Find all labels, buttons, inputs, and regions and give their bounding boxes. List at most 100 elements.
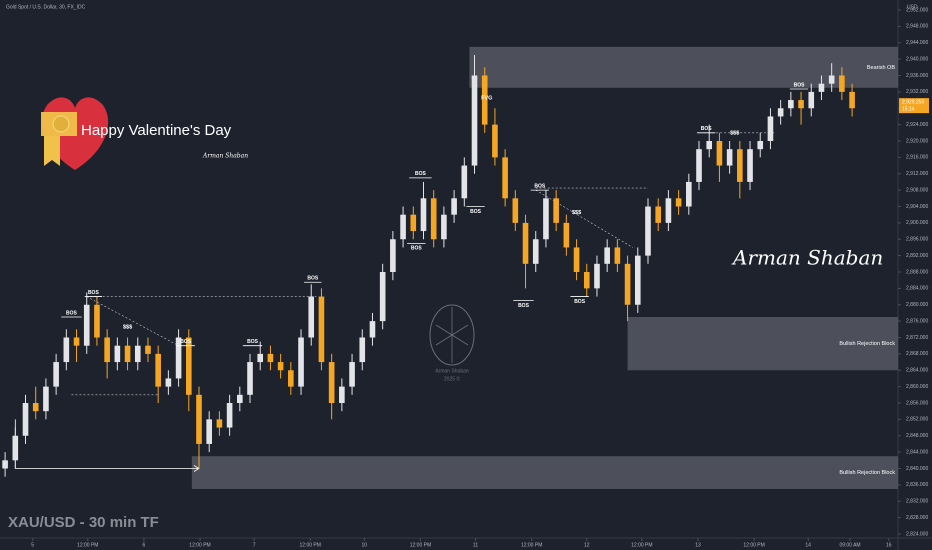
x-tick-label: 14 — [805, 542, 811, 548]
candle-body — [777, 108, 784, 117]
y-tick-label: 2,932.000 — [906, 89, 928, 95]
y-tick-label: 2,920.000 — [906, 138, 928, 144]
bos-label: BOS — [794, 82, 806, 88]
y-tick-label: 2,924.000 — [906, 122, 928, 128]
x-tick-label: 10 — [362, 542, 368, 548]
candle-body — [512, 198, 519, 223]
candle-body — [155, 353, 161, 387]
candle-body — [706, 141, 713, 150]
candle-body — [430, 198, 437, 240]
candle-body — [114, 345, 121, 363]
y-tick-label: 2,824.000 — [906, 531, 928, 537]
candle-body — [634, 255, 641, 305]
x-tick-label: 13 — [695, 542, 701, 548]
countdown-label: 15:14 — [902, 106, 915, 112]
bos-label: BOS — [470, 209, 482, 215]
candle-body — [2, 460, 8, 469]
x-tick-label: 12:00 PM — [410, 542, 431, 548]
x-tick-label: 11 — [473, 542, 478, 548]
heart-icon — [41, 97, 109, 170]
candle-body — [686, 181, 692, 207]
candle-body — [788, 100, 794, 109]
x-tick-label: 12:00 PM — [77, 542, 98, 548]
y-tick-label: 2,948.000 — [906, 24, 928, 30]
bos-label: BOS — [574, 299, 586, 305]
candle-body — [614, 247, 621, 264]
x-tick-label: 12:00 PM — [521, 542, 542, 548]
candle-body — [655, 206, 661, 223]
candle-body — [63, 337, 70, 363]
y-tick-label: 2,864.000 — [906, 368, 928, 374]
candle-body — [124, 345, 131, 363]
y-tick-label: 2,904.000 — [906, 204, 928, 210]
y-tick-label: 2,856.000 — [906, 400, 928, 406]
candle-body — [563, 222, 570, 248]
candle-body — [53, 362, 59, 387]
candle-body — [481, 75, 488, 125]
candle-body — [379, 272, 386, 322]
candle-body — [328, 362, 335, 403]
annotation-label: $$$ — [730, 130, 739, 136]
candle-body — [747, 149, 753, 182]
dashed-line — [86, 296, 179, 346]
candle-body — [339, 386, 345, 403]
bos-label: BOS — [411, 246, 423, 252]
annotation-label: FVG — [481, 95, 492, 101]
zone — [469, 46, 898, 88]
last-price-label: 2,929.250 — [902, 99, 924, 105]
y-tick-label: 2,944.000 — [906, 40, 928, 46]
bos-label: BOS — [88, 290, 100, 296]
candle-body — [257, 353, 264, 363]
y-tick-label: 2,872.000 — [906, 335, 928, 341]
candle-body — [665, 198, 672, 223]
y-tick-label: 2,828.000 — [906, 515, 928, 521]
candle-body — [737, 149, 743, 182]
greeting: Happy Valentine's Day — [81, 122, 232, 139]
candle-body — [206, 419, 212, 444]
candle-body — [400, 214, 406, 240]
candle-body — [532, 239, 539, 264]
candle-body — [359, 337, 366, 363]
candle-body — [134, 345, 141, 363]
x-tick-label: 5 — [31, 542, 34, 548]
candle-body — [675, 198, 682, 207]
candle-body — [645, 206, 651, 256]
candle-body — [104, 337, 110, 363]
candle-body — [808, 91, 815, 109]
candle-body — [247, 362, 253, 395]
candle-body — [94, 304, 100, 338]
y-tick-label: 2,832.000 — [906, 499, 928, 505]
candle-body — [277, 362, 284, 371]
x-tick-label: 6 — [142, 542, 145, 548]
candle-body — [798, 100, 804, 109]
logo-year: 2025 © — [444, 375, 461, 382]
candle-body — [492, 124, 498, 158]
annotation-label: $$$ — [572, 210, 581, 216]
candle-body — [604, 247, 610, 264]
y-tick-label: 2,840.000 — [906, 466, 928, 472]
bos-label: BOS — [247, 339, 259, 345]
y-tick-label: 2,836.000 — [906, 482, 928, 488]
x-tick-label: 12 — [584, 542, 590, 548]
candle-body — [226, 403, 233, 428]
zone-label: Bullish Rejection Block — [839, 341, 895, 347]
candle-body — [757, 141, 764, 150]
bos-label: BOS — [307, 276, 319, 282]
y-tick-label: 2,912.000 — [906, 171, 928, 177]
candle-body — [624, 263, 631, 305]
watermark: XAU/USD - 30 min TF — [8, 514, 159, 531]
candle-body — [441, 214, 447, 240]
candle-body — [237, 394, 243, 403]
candle-body — [818, 83, 825, 92]
candle-body — [573, 247, 580, 272]
x-tick-label: 12:00 PM — [300, 542, 321, 548]
y-tick-label: 2,892.000 — [906, 253, 928, 259]
candle-body — [849, 91, 855, 109]
y-tick-label: 2,896.000 — [906, 237, 928, 243]
zone — [627, 317, 898, 371]
candle-body — [522, 222, 529, 264]
candle-body — [43, 386, 49, 412]
y-tick-label: 2,940.000 — [906, 56, 928, 62]
dashed-line — [535, 189, 633, 248]
candle-body — [471, 75, 478, 166]
